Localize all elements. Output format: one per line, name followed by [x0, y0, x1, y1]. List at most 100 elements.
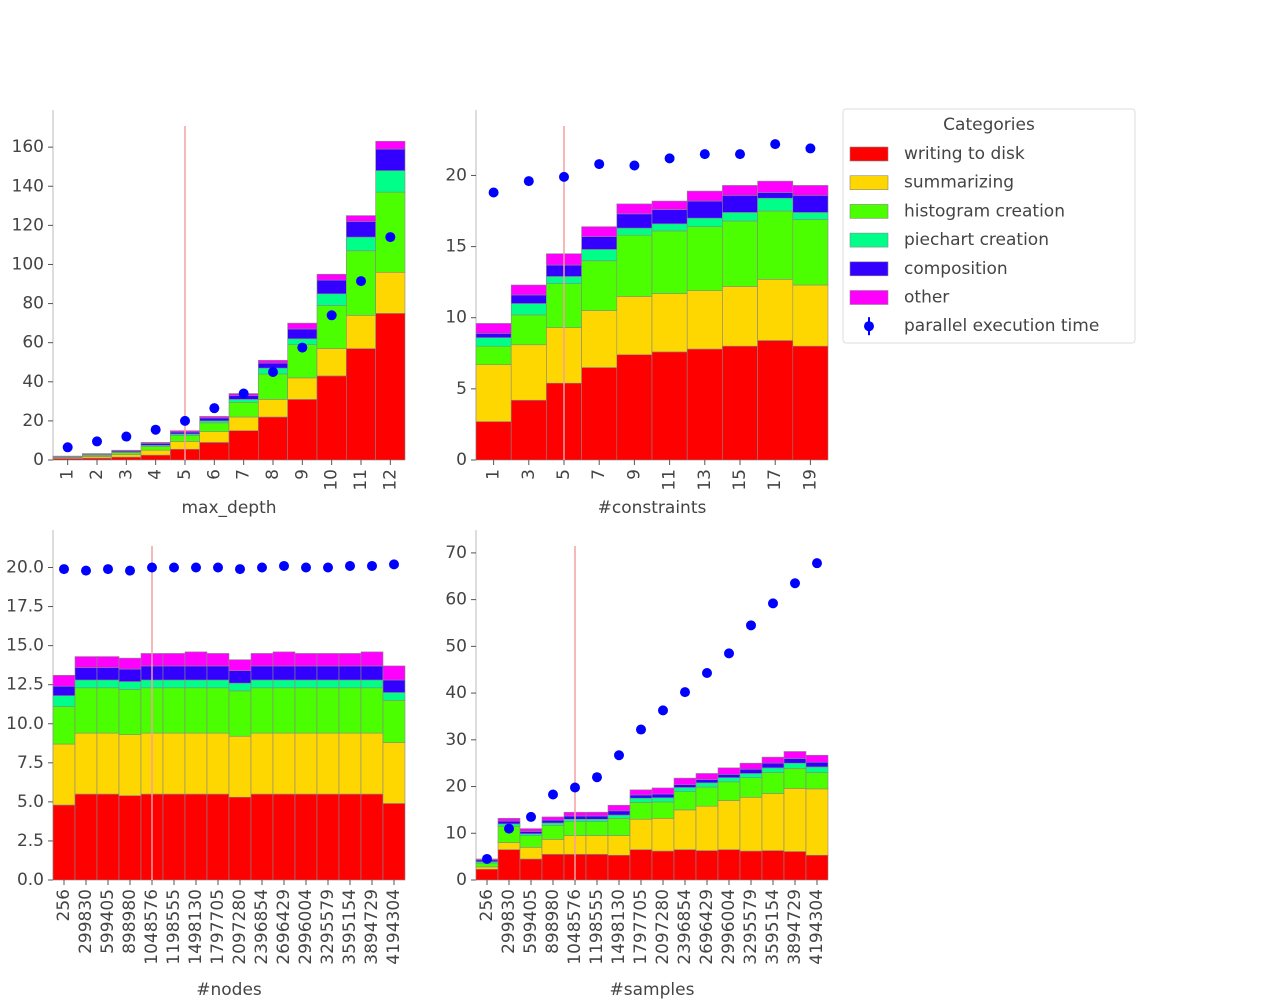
x-tick-label: 898980 [543, 889, 563, 954]
point [702, 667, 712, 678]
bar-segment [541, 825, 565, 840]
bar-segment [199, 442, 230, 461]
bar-segment [722, 185, 758, 196]
point [746, 620, 756, 631]
bar-segment [96, 667, 120, 681]
bar-segment [228, 659, 252, 671]
bar-segment [184, 793, 208, 881]
bar-segment [581, 367, 618, 461]
bar-segment [199, 416, 230, 419]
point [279, 560, 289, 571]
bar-segment [686, 290, 723, 350]
point [257, 562, 267, 573]
x-tick-label: 299830 [76, 889, 96, 954]
y-tick-label: 15 [445, 237, 467, 257]
x-tick-label: 1797705 [208, 889, 228, 965]
bar-segment [541, 822, 565, 826]
bar-segment [792, 219, 829, 286]
bar-segment [316, 375, 347, 461]
bar-segment [497, 842, 521, 850]
bar-segment [316, 273, 347, 281]
bar-segment [316, 665, 340, 681]
bar-segment [382, 803, 406, 881]
bar-segment [287, 377, 318, 400]
bar-segment [651, 801, 675, 819]
bar-segment [686, 348, 723, 461]
legend-swatch [849, 290, 889, 305]
bar-segment [792, 284, 829, 347]
x-tick-label: 4194304 [384, 889, 404, 965]
bar-segment [228, 796, 252, 881]
bar-segment [717, 774, 741, 778]
point [664, 153, 675, 164]
x-tick-label: 11 [351, 469, 371, 491]
bar-segment [686, 226, 723, 291]
bar-segment [360, 732, 384, 795]
bar-segment [607, 804, 631, 812]
point [680, 687, 690, 698]
bar-segment [686, 200, 723, 219]
bar-segment [375, 271, 406, 314]
bar-segment [258, 399, 288, 418]
bar-segment [757, 210, 794, 280]
bar-segment [162, 679, 186, 689]
bar-segment [805, 754, 829, 763]
x-tick-label: 3595154 [763, 889, 783, 965]
bar-segment [651, 797, 675, 803]
legend-swatch [849, 261, 889, 277]
bar-segment [673, 809, 697, 850]
bar-segment [761, 772, 785, 794]
bar-segment [228, 399, 259, 403]
legend-label: parallel execution time [904, 316, 1099, 336]
x-tick-label: 6 [204, 469, 224, 480]
point [770, 139, 781, 150]
bar-segment [792, 212, 829, 220]
bar-segment [206, 679, 230, 689]
y-tick-label: 15.0 [6, 636, 44, 656]
bar-segment [722, 220, 758, 287]
y-tick-label: 160 [12, 137, 44, 157]
y-tick-label: 40 [445, 683, 467, 703]
point [548, 789, 558, 800]
point [812, 558, 822, 569]
point [121, 431, 132, 442]
bar-segment [294, 687, 318, 734]
bar-segment [757, 192, 794, 199]
x-tick-label: 9 [624, 469, 644, 480]
x-tick-label: 7 [234, 469, 254, 480]
bar-segment [519, 835, 543, 848]
y-tick-label: 0 [456, 870, 467, 890]
bar-segment [722, 345, 758, 461]
bar-segment [519, 858, 543, 881]
point [169, 562, 179, 573]
x-tick-label: 11 [660, 469, 680, 491]
bar-segment [199, 431, 230, 443]
bar-segment [228, 402, 259, 418]
bar-segment [783, 851, 807, 881]
point [559, 171, 569, 182]
bar-segment [316, 348, 347, 377]
bar-segment [52, 685, 76, 696]
y-tick-label: 20 [445, 777, 467, 797]
bar-segment [761, 793, 785, 851]
point [92, 436, 102, 447]
point [59, 564, 69, 575]
bar-segment [475, 333, 512, 338]
bar-segment [519, 828, 543, 832]
bar-segment [162, 687, 186, 734]
y-tick-label: 140 [12, 176, 44, 196]
point [180, 415, 190, 426]
bar-segment [82, 453, 112, 455]
x-tick-label: 599405 [521, 889, 541, 954]
bar-segment [294, 679, 318, 689]
point [297, 342, 308, 353]
point [482, 853, 492, 864]
legend-label: histogram creation [904, 201, 1065, 221]
bar-segment [475, 421, 512, 461]
bar-segment [792, 345, 829, 461]
bar-segment [722, 286, 758, 347]
bar-segment [294, 793, 318, 881]
point [724, 648, 734, 659]
bar-segment [651, 850, 675, 881]
